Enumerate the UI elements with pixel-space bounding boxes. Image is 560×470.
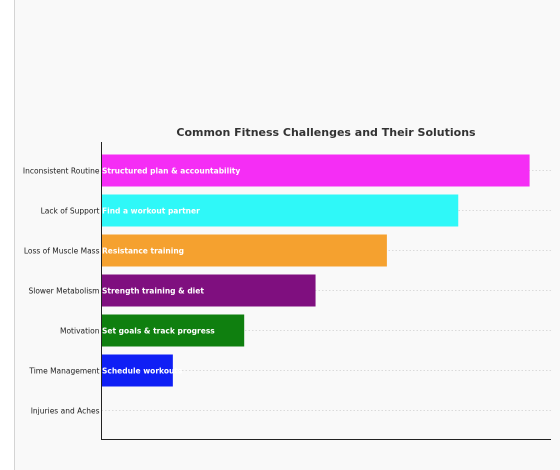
bar-label: Resistance training [102, 246, 184, 255]
chart-title: Common Fitness Challenges and Their Solu… [176, 126, 476, 139]
bar-label: Find a workout partner [102, 206, 200, 215]
bar [101, 314, 245, 347]
category-label: Lack of Support [41, 206, 100, 215]
bar [101, 354, 173, 387]
bar-labels: Structured plan & accountability Find a w… [102, 166, 240, 375]
category-label: Inconsistent Routine [23, 166, 100, 175]
bar-label: Strength training & diet [102, 286, 204, 295]
category-label: Injuries and Aches [31, 406, 100, 415]
category-label: Motivation [60, 326, 100, 335]
bar [101, 274, 316, 307]
bar-label: Set goals & track progress [102, 326, 215, 335]
bar [101, 154, 530, 187]
bars [101, 154, 530, 387]
bar [101, 194, 459, 227]
bar [101, 234, 387, 267]
bar-label: Structured plan & accountability [102, 166, 240, 175]
category-labels: Inconsistent Routine Lack of Support Loss … [23, 166, 100, 415]
category-label: Loss of Muscle Mass [24, 246, 100, 255]
category-label: Slower Metabolism [28, 286, 99, 295]
category-label: Time Management [28, 366, 99, 375]
bar-label: Schedule workouts [102, 366, 183, 375]
